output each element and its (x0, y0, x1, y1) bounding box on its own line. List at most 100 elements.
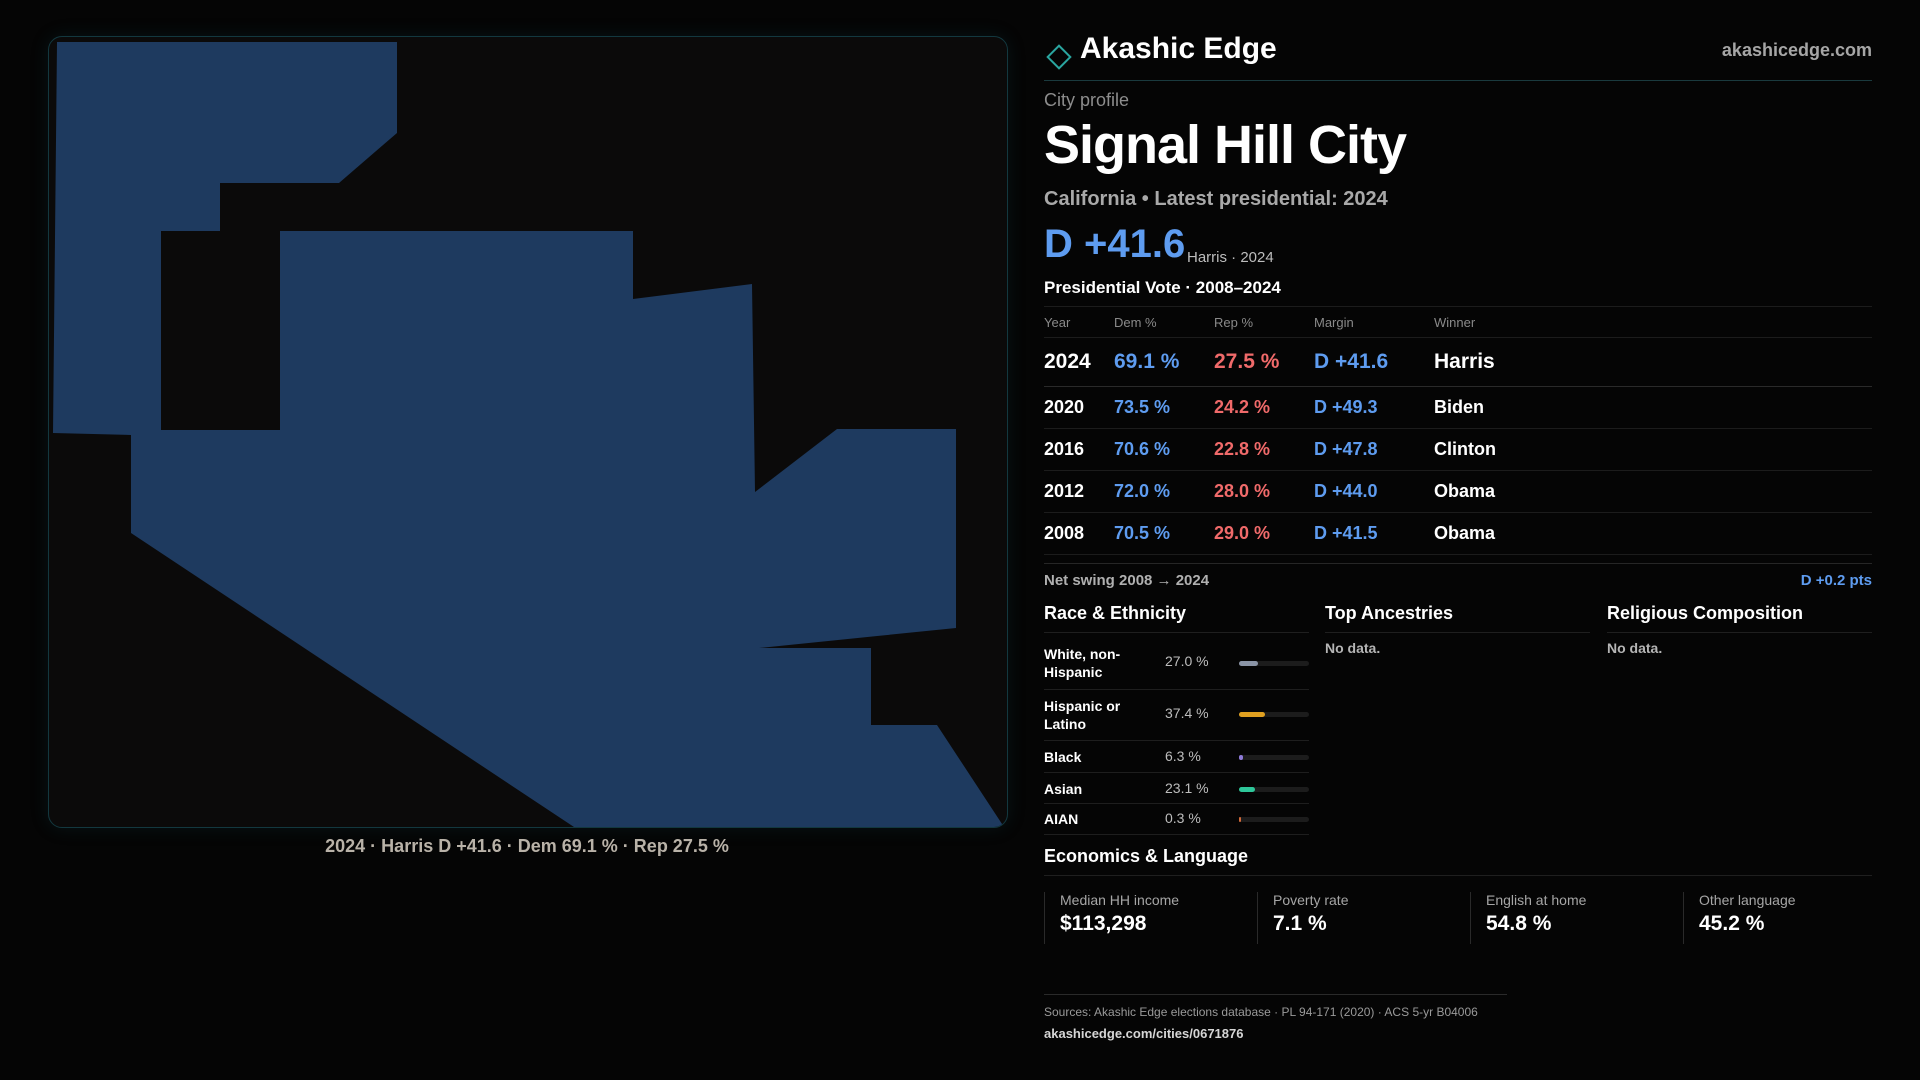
race-bar-track (1239, 712, 1309, 717)
race-label: AIAN (1044, 811, 1079, 827)
religion-empty: No data. (1607, 640, 1663, 656)
table-header-row: Year Dem % Rep % Margin Winner (1044, 306, 1872, 338)
cell-margin: D +47.8 (1314, 428, 1434, 471)
cell-rep: 27.5 % (1214, 337, 1314, 387)
economics-section-title: Economics & Language (1044, 846, 1249, 866)
race-row-asian: Asian 23.1 % (1044, 773, 1309, 804)
race-label: White, non-Hispanic (1044, 646, 1121, 680)
table-row-2012: 2012 72.0 % 28.0 % D +44.0 Obama (1044, 470, 1872, 513)
econ-label: Poverty rate (1273, 892, 1349, 908)
divider (1607, 632, 1872, 633)
column-header-dem: Dem % (1114, 306, 1214, 338)
race-row-aian: AIAN 0.3 % (1044, 804, 1309, 835)
race-pct: 27.0 % (1165, 653, 1209, 669)
table-row-2024: 2024 69.1 % 27.5 % D +41.6 Harris (1044, 337, 1872, 387)
econ-label: Other language (1699, 892, 1796, 908)
table-row-2016: 2016 70.6 % 22.8 % D +47.8 Clinton (1044, 428, 1872, 471)
divider (1044, 875, 1872, 876)
city-boundary-map[interactable] (48, 36, 1008, 828)
cell-margin: D +41.5 (1314, 512, 1434, 555)
source-url-link[interactable]: akashicedge.com/cities/0671876 (1044, 1026, 1244, 1041)
divider (1044, 632, 1309, 633)
column-header-margin: Margin (1314, 306, 1434, 338)
headline-margin: D +41.6 (1044, 222, 1186, 266)
divider (1044, 994, 1507, 995)
race-bar-fill (1239, 755, 1243, 760)
race-row-white: White, non-Hispanic 27.0 % (1044, 633, 1309, 690)
headline-note: Harris · 2024 (1187, 249, 1274, 266)
cell-rep: 22.8 % (1214, 428, 1314, 471)
econ-label: English at home (1486, 892, 1587, 908)
divider (1325, 632, 1590, 633)
econ-value: $113,298 (1060, 912, 1147, 935)
cell-margin: D +41.6 (1314, 337, 1434, 387)
brand-name: Akashic Edge (1080, 32, 1277, 65)
race-row-black: Black 6.3 % (1044, 741, 1309, 773)
map-caption: 2024 · Harris D +41.6 · Dem 69.1 % · Rep… (325, 836, 729, 856)
cell-rep: 24.2 % (1214, 386, 1314, 429)
column-header-winner: Winner (1434, 306, 1872, 338)
cell-year: 2016 (1044, 428, 1114, 471)
net-swing-label: Net swing 2008 → 2024 (1044, 572, 1210, 589)
econ-value: 54.8 % (1486, 912, 1552, 935)
race-label: Black (1044, 749, 1082, 765)
race-label: Hispanic or Latino (1044, 698, 1121, 732)
net-swing-value: D +0.2 pts (1800, 572, 1872, 589)
brand-link[interactable]: akashicedge.com (1721, 40, 1872, 60)
race-section-title: Race & Ethnicity (1044, 603, 1187, 623)
race-bar-track (1239, 817, 1309, 822)
sources-note: Sources: Akashic Edge elections database… (1044, 1005, 1478, 1019)
religion-section-title: Religious Composition (1607, 603, 1803, 623)
econ-label: Median HH income (1060, 892, 1180, 908)
column-header-year: Year (1044, 306, 1114, 338)
ancestries-section-title: Top Ancestries (1325, 603, 1454, 623)
race-bar-fill (1239, 787, 1255, 792)
race-row-hispanic: Hispanic or Latino 37.4 % (1044, 690, 1309, 741)
econ-card-income: Median HH income $113,298 (1044, 892, 1255, 944)
profile-kind: City profile (1044, 90, 1130, 110)
econ-card-english: English at home 54.8 % (1470, 892, 1681, 944)
presidential-heading: Presidential Vote · 2008–2024 (1044, 278, 1281, 297)
cell-margin: D +49.3 (1314, 386, 1434, 429)
divider (1044, 563, 1872, 564)
cell-year: 2008 (1044, 512, 1114, 555)
cell-winner: Obama (1434, 512, 1872, 555)
city-boundary-shape (53, 42, 1004, 827)
race-bar-track (1239, 755, 1309, 760)
race-bar-fill (1239, 661, 1258, 666)
econ-card-other-language: Other language 45.2 % (1683, 892, 1869, 944)
city-boundary-svg (53, 42, 1004, 827)
race-bar-fill (1239, 712, 1265, 717)
race-bar-track (1239, 787, 1309, 792)
race-pct: 6.3 % (1165, 748, 1201, 764)
race-pct: 37.4 % (1165, 705, 1209, 721)
cell-year: 2020 (1044, 386, 1114, 429)
cell-dem: 72.0 % (1114, 470, 1214, 513)
header: Akashic Edge akashicedge.com (1044, 32, 1872, 81)
cell-dem: 69.1 % (1114, 337, 1214, 387)
cell-winner: Obama (1434, 470, 1872, 513)
race-bar-track (1239, 661, 1309, 666)
page-subtitle: California • Latest presidential: 2024 (1044, 188, 1388, 210)
ancestries-empty: No data. (1325, 640, 1381, 656)
race-pct: 23.1 % (1165, 780, 1209, 796)
table-row-2020: 2020 73.5 % 24.2 % D +49.3 Biden (1044, 386, 1872, 429)
cell-winner: Clinton (1434, 428, 1872, 471)
cell-year: 2024 (1044, 337, 1114, 387)
city-profile-panel: Akashic Edge akashicedge.com City profil… (1044, 0, 1872, 1080)
cell-margin: D +44.0 (1314, 470, 1434, 513)
econ-value: 7.1 % (1273, 912, 1327, 935)
diamond-icon (1046, 44, 1072, 70)
race-pct: 0.3 % (1165, 810, 1201, 826)
cell-winner: Biden (1434, 386, 1872, 429)
cell-dem: 73.5 % (1114, 386, 1214, 429)
table-row-2008: 2008 70.5 % 29.0 % D +41.5 Obama (1044, 512, 1872, 555)
presidential-vote-table: Year Dem % Rep % Margin Winner 2024 69.1… (1044, 306, 1872, 555)
econ-value: 45.2 % (1699, 912, 1765, 935)
column-header-rep: Rep % (1214, 306, 1314, 338)
race-label: Asian (1044, 781, 1083, 797)
race-bar-fill (1239, 817, 1241, 822)
cell-winner: Harris (1434, 337, 1872, 387)
cell-year: 2012 (1044, 470, 1114, 513)
cell-dem: 70.6 % (1114, 428, 1214, 471)
